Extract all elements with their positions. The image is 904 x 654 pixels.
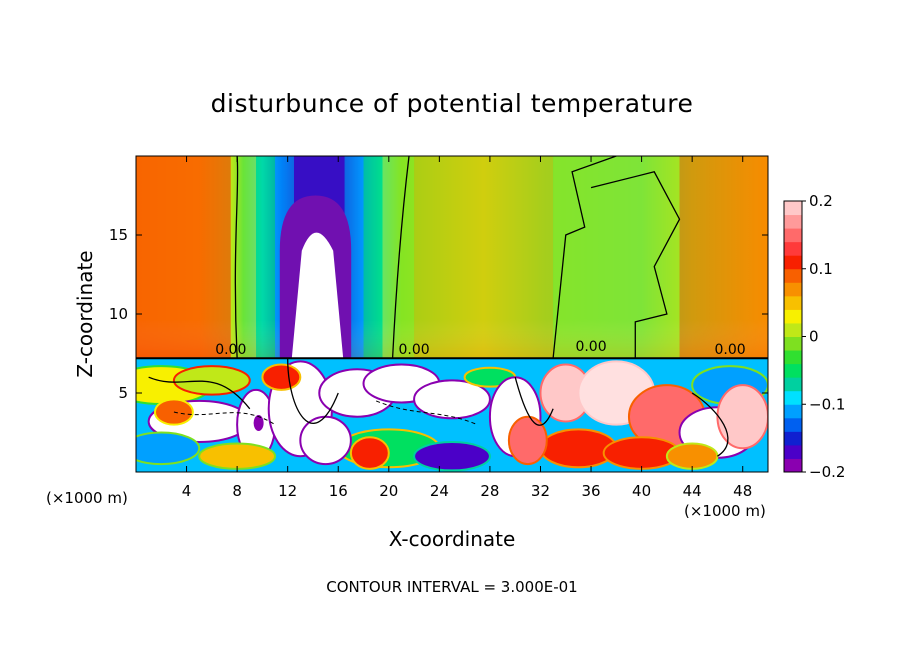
colorbar-swatch [784, 282, 802, 297]
x-tick-label: 8 [232, 482, 242, 500]
colorbar-swatch [784, 295, 802, 310]
x-tick-label: 44 [683, 482, 702, 500]
lower-blob [261, 363, 302, 391]
colorbar-swatch [784, 444, 802, 459]
colorbar-tick-label: 0.2 [809, 192, 833, 210]
colorbar-swatch [784, 336, 802, 351]
contour-line [514, 377, 554, 426]
colorbar-swatch [784, 201, 802, 216]
contour-label: 0.00 [714, 342, 745, 358]
colorbar-swatch [784, 363, 802, 378]
upper-regions [136, 156, 768, 359]
contour-line-negative [375, 400, 478, 426]
colorbar-swatch [784, 228, 802, 243]
lower-blob [153, 398, 194, 426]
colorbar-swatch [784, 404, 802, 419]
contour-line [552, 156, 617, 359]
colorbar-swatch [784, 241, 802, 256]
colorbar-swatch [784, 431, 802, 446]
contour-line [287, 358, 339, 424]
y-tick-label: 10 [109, 305, 128, 323]
x-tick-label: 40 [632, 482, 651, 500]
colorbar-ticks: 0.2 0.1 0 −0.1 −0.2 [802, 192, 845, 481]
colorbar-swatch [784, 350, 802, 365]
lower-layer [136, 358, 768, 472]
lower-blob [413, 379, 491, 420]
white-plume [279, 195, 352, 359]
contour-line [234, 156, 239, 359]
contour-line [148, 376, 251, 410]
colorbar-swatch [784, 390, 802, 405]
lower-blob [413, 440, 491, 472]
upper-region [382, 156, 415, 359]
colorbar-tick-label: −0.2 [809, 463, 845, 481]
contour-line-negative [173, 411, 276, 426]
lower-blob [349, 436, 390, 470]
lower-blob [299, 415, 352, 466]
contour-interval: CONTOUR INTERVAL = 3.000E-01 [326, 578, 577, 596]
colorbar-tick-label: 0 [809, 328, 819, 346]
lower-blob [198, 442, 277, 470]
x-ticks: 4 8 12 16 20 24 28 32 36 40 44 48 [182, 156, 752, 500]
y-tick-label: 15 [109, 226, 128, 244]
x-tick-label: 32 [531, 482, 550, 500]
colorbar-swatch [784, 268, 802, 283]
colorbar-tick-label: 0.1 [809, 260, 833, 278]
x-tick-label: 36 [581, 482, 600, 500]
colorbar-swatch [784, 309, 802, 324]
upper-region [363, 156, 383, 359]
x-tick-label: 24 [430, 482, 449, 500]
upper-region [256, 156, 276, 359]
colorbar-swatch [784, 377, 802, 392]
x-tick-label: 4 [182, 482, 192, 500]
contour-labels: 0.00 0.00 0.00 0.00 [215, 339, 745, 358]
upper-region [136, 156, 231, 359]
x-unit-left: (×1000 m) [46, 489, 128, 507]
y-ticks: 5 10 15 [109, 226, 768, 402]
contour-label: 0.00 [215, 342, 246, 358]
colorbar-swatch [784, 322, 802, 337]
contour-label: 0.00 [398, 342, 429, 358]
colorbar-swatch [784, 214, 802, 229]
colorbar-swatch [784, 417, 802, 432]
contour-line [691, 392, 729, 457]
x-tick-label: 16 [329, 482, 348, 500]
lower-blob [716, 384, 768, 450]
colorbar [783, 200, 803, 473]
x-tick-label: 48 [733, 482, 752, 500]
upper-region [679, 156, 768, 359]
lower-blob [172, 365, 251, 396]
x-tick-label: 28 [480, 482, 499, 500]
lower-blob [136, 431, 201, 466]
y-tick-label: 5 [118, 384, 128, 402]
contour-line [391, 156, 410, 359]
x-tick-label: 20 [379, 482, 398, 500]
lower-blob [507, 415, 548, 466]
upper-region [553, 156, 680, 359]
x-axis-label: X-coordinate [389, 527, 516, 551]
contour-line [590, 171, 681, 359]
x-unit-right: (×1000 m) [684, 502, 766, 520]
colorbar-swatch [784, 255, 802, 270]
plume-core [291, 232, 344, 359]
lower-blob [665, 442, 719, 470]
colorbar-swatch [784, 458, 802, 473]
contour-label: 0.00 [575, 339, 606, 355]
plot-area [136, 156, 768, 472]
colorbar-tick-label: −0.1 [809, 395, 845, 413]
lower-blob [253, 415, 264, 432]
y-axis-label: Z-coordinate [73, 250, 97, 377]
contour-lines [148, 156, 729, 457]
chart-title: disturbunce of potential temperature [211, 89, 694, 118]
x-tick-label: 12 [278, 482, 297, 500]
upper-region [230, 156, 257, 359]
upper-region [414, 156, 554, 359]
